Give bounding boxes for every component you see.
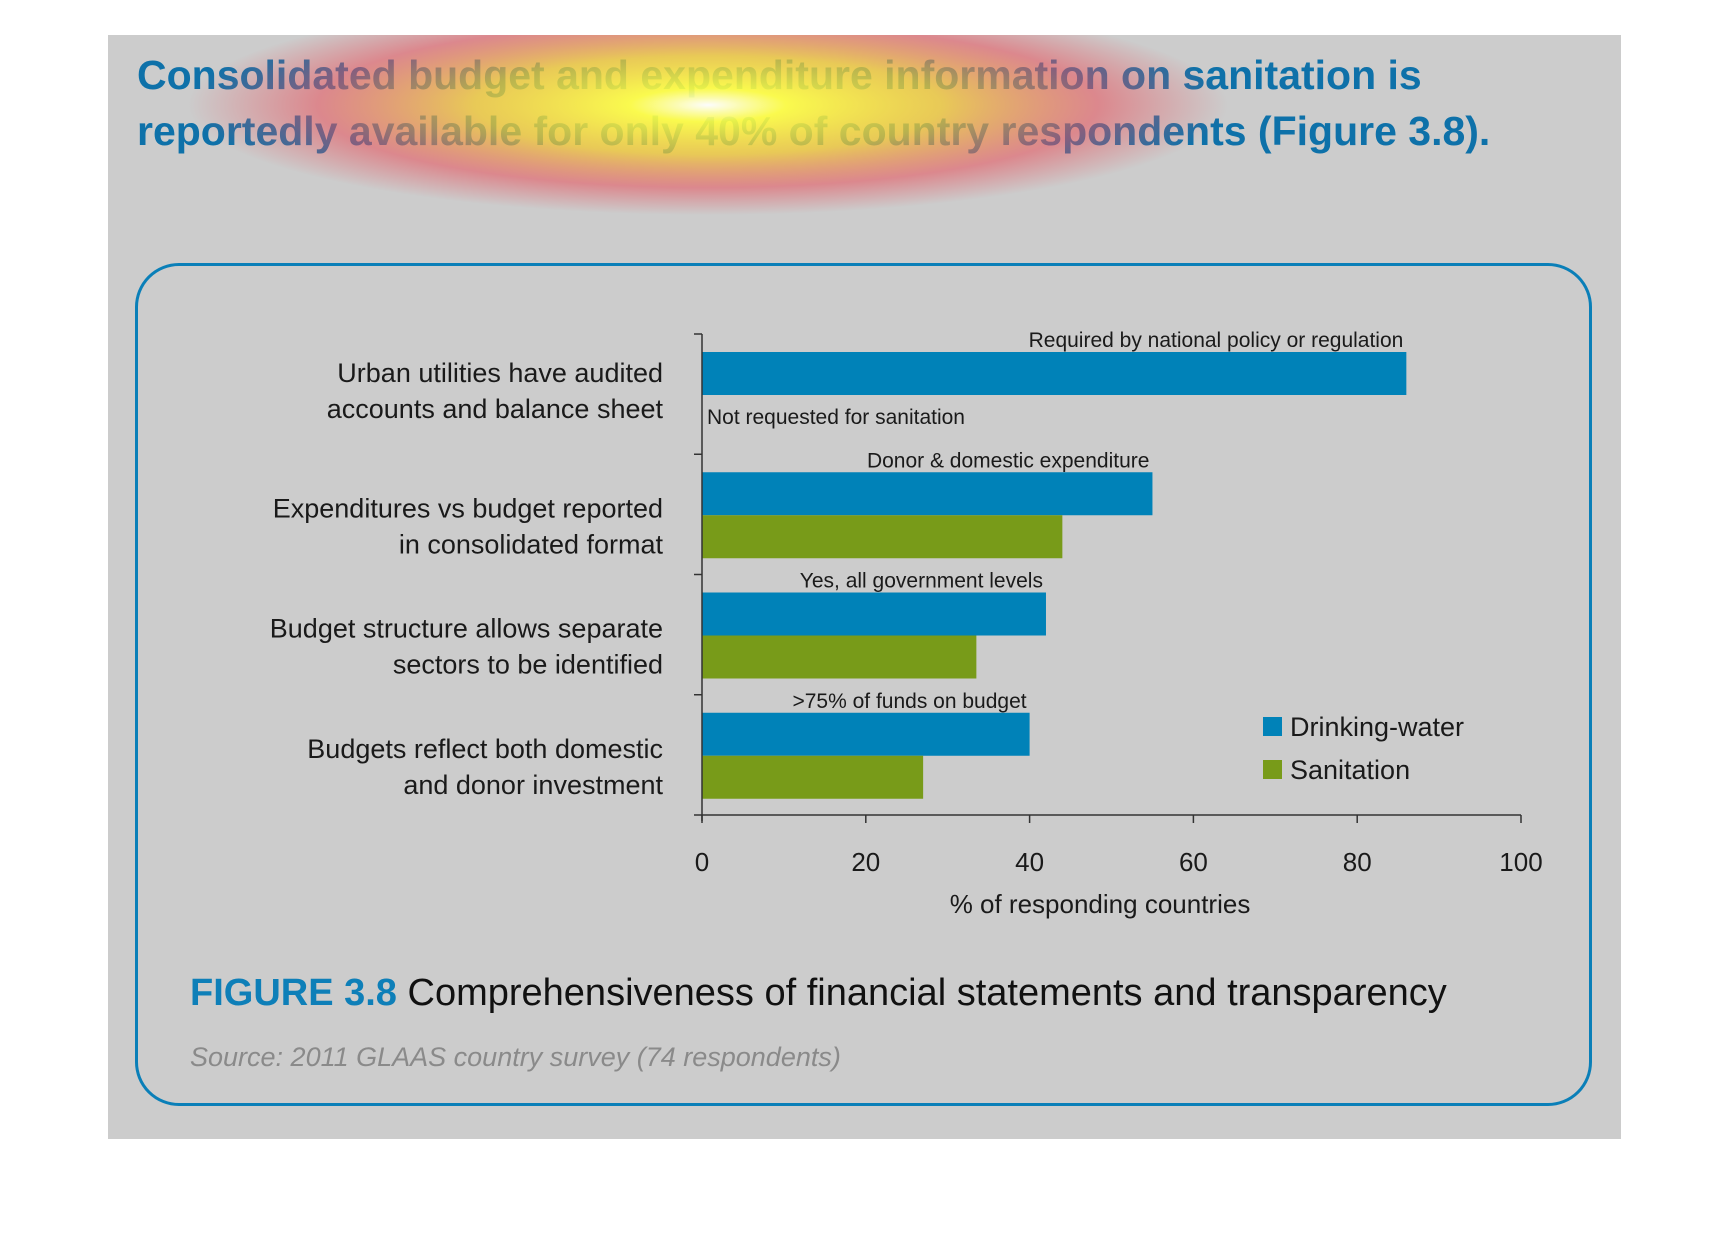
x-tick-label: 80 xyxy=(1343,847,1372,877)
figure-frame xyxy=(135,263,1592,1106)
category-label-line1: Budgets reflect both domestic xyxy=(307,734,663,764)
legend-swatch-sanitation xyxy=(1263,760,1282,779)
category-label-line2: sectors to be identified xyxy=(393,650,663,680)
bar-drinking-water xyxy=(702,592,1046,636)
bar-drinking-water xyxy=(702,712,1030,756)
legend-label-sanitation: Sanitation xyxy=(1290,755,1410,785)
source-note: Source: 2011 GLAAS country survey (74 re… xyxy=(190,1042,841,1072)
legend-label-drinking-water: Drinking-water xyxy=(1290,712,1464,742)
category-label-line2: in consolidated format xyxy=(399,529,664,559)
category-label-line2: accounts and balance sheet xyxy=(327,394,664,424)
x-tick-label: 100 xyxy=(1499,847,1542,877)
x-tick-label: 60 xyxy=(1179,847,1208,877)
bar-annotation: Required by national policy or regulatio… xyxy=(1029,329,1404,352)
bar-sanitation xyxy=(702,515,1063,559)
category-label-line1: Expenditures vs budget reported xyxy=(273,493,663,523)
bar-sanitation xyxy=(702,635,977,679)
figure-title: Comprehensiveness of financial statement… xyxy=(396,972,1447,1014)
category-label-line1: Urban utilities have audited xyxy=(337,358,663,388)
bar-annotation: Yes, all government levels xyxy=(800,570,1043,593)
x-axis-title: % of responding countries xyxy=(950,889,1251,919)
figure-label: FIGURE 3.8 xyxy=(190,972,397,1014)
bar-annotation: >75% of funds on budget xyxy=(792,690,1026,713)
bar-drinking-water xyxy=(702,472,1153,516)
bar-note: Not requested for sanitation xyxy=(707,406,965,429)
category-label-line2: and donor investment xyxy=(403,770,663,800)
legend-swatch-drinking-water xyxy=(1263,717,1282,736)
x-tick-label: 0 xyxy=(695,847,709,877)
bar-sanitation xyxy=(702,755,924,799)
figure-caption: FIGURE 3.8 Comprehensiveness of financia… xyxy=(190,972,1447,1015)
x-tick-label: 40 xyxy=(1015,847,1044,877)
bar-annotation: Donor & domestic expenditure xyxy=(867,449,1150,472)
x-tick-label: 20 xyxy=(851,847,880,877)
category-label-line1: Budget structure allows separate xyxy=(270,614,663,644)
bar-drinking-water xyxy=(702,352,1407,395)
